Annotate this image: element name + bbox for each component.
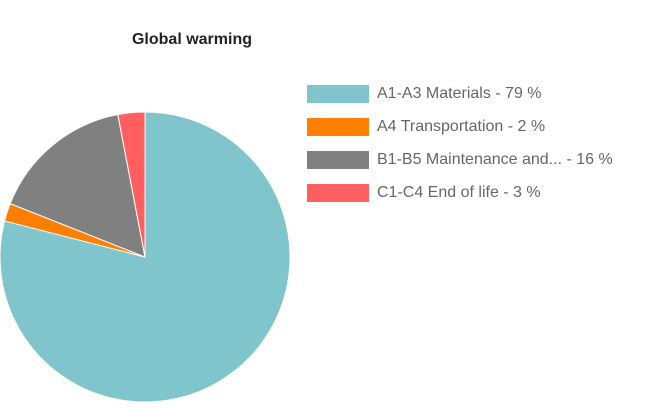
pie-chart xyxy=(0,111,291,403)
legend-swatch-end-of-life xyxy=(307,184,369,202)
legend-label-maintenance: B1-B5 Maintenance and... - 16 % xyxy=(377,151,613,168)
legend-item-end-of-life[interactable]: C1-C4 End of life - 3 % xyxy=(307,182,613,204)
legend-item-materials[interactable]: A1-A3 Materials - 79 % xyxy=(307,83,613,105)
legend-swatch-materials xyxy=(307,85,369,103)
legend-item-transportation[interactable]: A4 Transportation - 2 % xyxy=(307,116,613,138)
legend-label-materials: A1-A3 Materials - 79 % xyxy=(377,85,542,102)
legend: A1-A3 Materials - 79 % A4 Transportation… xyxy=(307,83,613,215)
pie-slice-end-of-life[interactable] xyxy=(117,111,146,258)
legend-label-transportation: A4 Transportation - 2 % xyxy=(377,118,546,135)
chart-title: Global warming xyxy=(131,31,252,48)
legend-swatch-maintenance xyxy=(307,151,369,169)
legend-swatch-transportation xyxy=(307,118,369,136)
pie-slice-maintenance[interactable] xyxy=(9,113,146,258)
legend-label-end-of-life: C1-C4 End of life - 3 % xyxy=(377,184,541,201)
legend-item-maintenance[interactable]: B1-B5 Maintenance and... - 16 % xyxy=(307,149,613,171)
